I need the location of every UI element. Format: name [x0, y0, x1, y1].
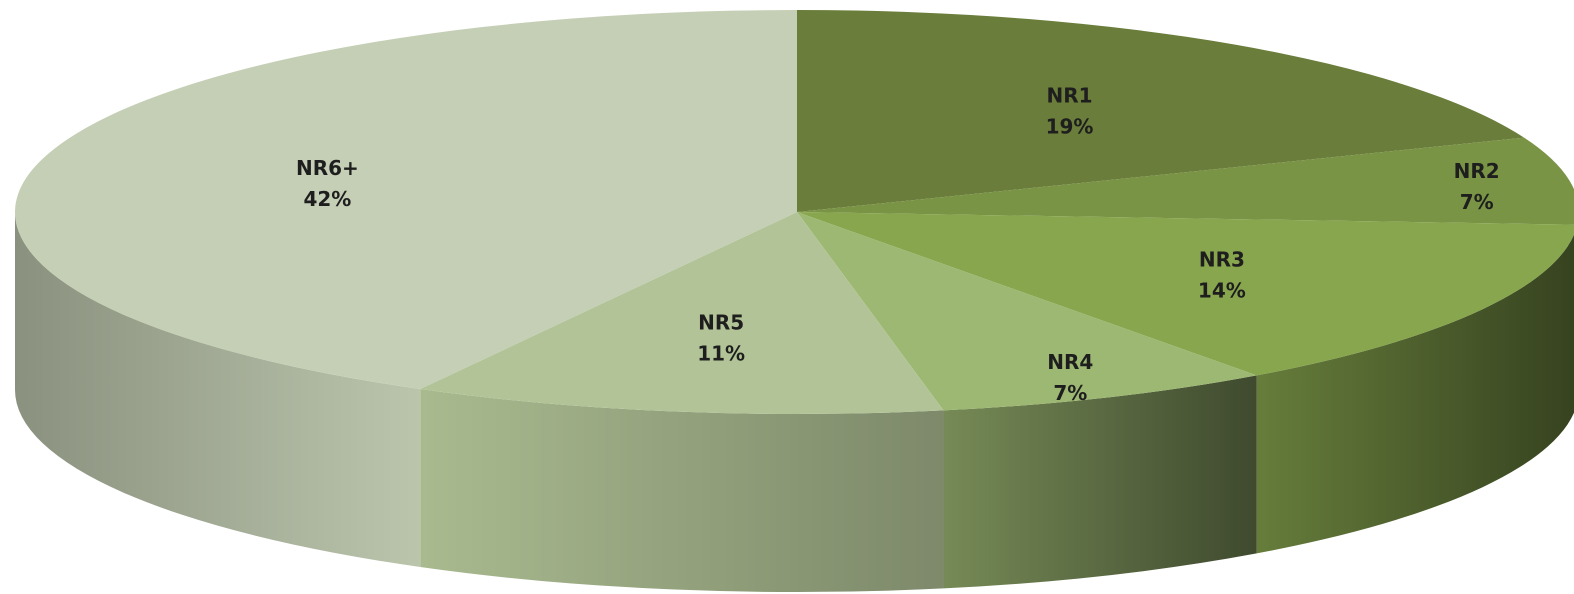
slice-name: NR4: [1047, 350, 1093, 374]
slice: [797, 137, 1574, 225]
slice-name: NR2: [1454, 159, 1500, 183]
slice-value: 19%: [1046, 114, 1094, 138]
slice-name: NR6+: [296, 156, 359, 180]
slice-name: NR5: [698, 311, 744, 335]
slice-side: [1256, 234, 1574, 554]
slice-name: NR1: [1046, 83, 1092, 107]
slice-value: 11%: [697, 342, 745, 366]
slice-side: [943, 375, 1257, 589]
slice-label: NR3 14%: [1198, 247, 1246, 302]
slice-value: 42%: [303, 187, 351, 211]
slice-label: NR5 11%: [697, 311, 745, 366]
slice-value: 7%: [1053, 381, 1087, 405]
slice-label: NR2 7%: [1454, 159, 1500, 214]
slice-label: NR6+ 42%: [296, 156, 359, 211]
slice-side: [15, 212, 421, 568]
slice-side: [420, 389, 944, 592]
slice: [797, 212, 1574, 376]
slice: [15, 10, 797, 390]
slice-label: NR1 19%: [1046, 83, 1094, 138]
slice: [420, 212, 944, 414]
slice: [797, 212, 1257, 411]
slice-name: NR3: [1199, 247, 1245, 271]
slice: [797, 10, 1525, 212]
slice-value: 7%: [1460, 190, 1494, 214]
slice-value: 14%: [1198, 278, 1246, 302]
slice-label: NR4 7%: [1047, 350, 1093, 405]
